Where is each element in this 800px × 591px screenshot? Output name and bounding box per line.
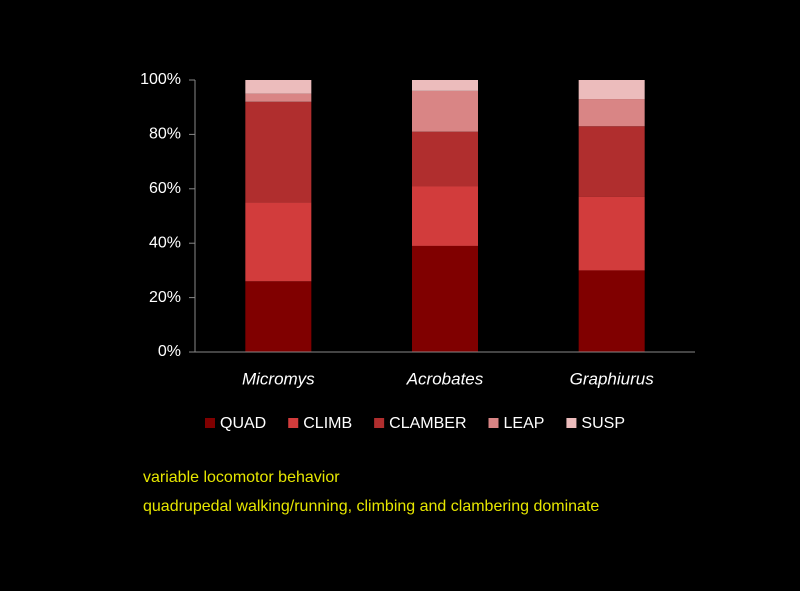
legend-swatch bbox=[205, 418, 215, 428]
bar-segment bbox=[412, 186, 478, 246]
bar-segment bbox=[412, 80, 478, 91]
legend-swatch bbox=[566, 418, 577, 428]
bar-segment bbox=[245, 101, 312, 203]
y-tick-label: 100% bbox=[140, 71, 181, 88]
y-tick-label: 0% bbox=[158, 343, 181, 360]
bar-segment bbox=[412, 131, 478, 187]
legend-swatch bbox=[374, 418, 385, 428]
annotation: variable locomotor behavior bbox=[143, 469, 340, 486]
bar-segment bbox=[245, 202, 312, 282]
bar-segment bbox=[578, 80, 645, 100]
legend-label: SUSP bbox=[581, 415, 625, 432]
bar-segment bbox=[578, 270, 645, 352]
y-tick-label: 40% bbox=[149, 234, 181, 251]
bar-segment bbox=[578, 196, 645, 271]
y-tick-label: 20% bbox=[149, 289, 181, 306]
legend-swatch bbox=[488, 418, 499, 428]
legend-label: CLAMBER bbox=[389, 415, 466, 432]
annotation: quadrupedal walking/running, climbing an… bbox=[143, 498, 599, 515]
bar-segment bbox=[245, 281, 312, 352]
x-tick-label: Graphiurus bbox=[570, 369, 655, 388]
y-tick-label: 60% bbox=[149, 180, 181, 197]
bar-segment bbox=[245, 93, 312, 102]
legend-label: QUAD bbox=[220, 415, 266, 432]
bar-segment bbox=[578, 99, 645, 127]
legend-swatch bbox=[288, 418, 299, 428]
bar-segment bbox=[412, 245, 478, 352]
legend-label: CLIMB bbox=[303, 415, 352, 432]
bar-segment bbox=[245, 80, 312, 94]
bar-segment bbox=[412, 90, 478, 132]
legend-label: LEAP bbox=[504, 415, 545, 432]
x-tick-label: Micromys bbox=[242, 369, 315, 388]
x-tick-label: Acrobates bbox=[406, 369, 484, 388]
bar-segment bbox=[578, 126, 645, 197]
y-tick-label: 80% bbox=[149, 126, 181, 143]
